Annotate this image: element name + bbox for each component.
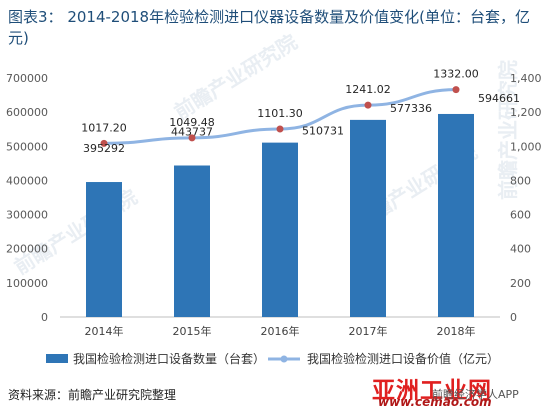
watermark-app: 前瞻经济学人APP (432, 388, 519, 401)
bar (174, 165, 210, 317)
y-right-tick-label: 1,000 (510, 140, 542, 153)
source-note: 资料来源：前瞻产业研究院整理 (8, 388, 177, 402)
bar-series (86, 113, 474, 317)
line-value-label: 1332.00 (433, 68, 479, 81)
line-value-label: 1049.48 (169, 116, 215, 129)
y-right-tick-label: 1,400 (510, 72, 542, 85)
line-point (452, 86, 460, 94)
bar-value-label: 594661 (478, 92, 520, 105)
x-tick-label: 2016年 (261, 324, 300, 338)
bar-value-label: 443737 (171, 125, 213, 138)
data-labels: 395292 443737 510731 577336 594661 1017.20 104… (81, 68, 520, 155)
y-left-tick-label: 400000 (6, 174, 48, 187)
bar (438, 113, 474, 317)
chart-legend: 我国检验检测进口设备数量（台套） 我国检验检测进口设备价值（亿元） (46, 351, 499, 366)
chart-title-label: 图表3： (8, 8, 63, 26)
y-right-tick-label: 400 (510, 243, 531, 256)
x-tick-label: 2015年 (173, 324, 212, 338)
x-tick-label: 2018年 (437, 324, 476, 338)
chart-title: 图表3： 2014-2018年检验检测进口仪器设备数量及价值变化(单位：台套，亿… (8, 7, 542, 49)
line-point (276, 125, 284, 133)
y-left-tick-label: 500000 (6, 140, 48, 153)
y-right-tick-label: 800 (510, 174, 531, 187)
legend-bar-label: 我国检验检测进口设备数量（台套） (73, 351, 265, 366)
line-value-label: 1241.02 (345, 83, 391, 96)
line-value-label: 1101.30 (257, 107, 303, 120)
y-right-tick-label: 0 (510, 311, 517, 324)
legend-line-label: 我国检验检测进口设备价值（亿元） (307, 351, 499, 366)
x-tick-label: 2014年 (85, 324, 124, 338)
y-left-tick-label: 100000 (6, 277, 48, 290)
bar-value-label: 510731 (302, 125, 344, 138)
line-point (364, 101, 372, 109)
bar-value-label: 395292 (83, 142, 125, 155)
bar (86, 182, 122, 317)
line-point (188, 134, 196, 142)
line-value-label: 1017.20 (81, 121, 127, 134)
legend-bar-swatch (46, 354, 68, 363)
watermark-brand: 亚洲工业网 (372, 378, 492, 404)
line-point (100, 139, 108, 147)
bar (262, 142, 298, 317)
y-left-tick-label: 700000 (6, 72, 48, 85)
y-left-tick-label: 300000 (6, 209, 48, 222)
bar (350, 119, 386, 317)
y-right-tick-label: 200 (510, 277, 531, 290)
x-tick-label: 2017年 (349, 324, 388, 338)
y-right-tick-label: 1,200 (510, 106, 542, 119)
y-left-tick-label: 600000 (6, 106, 48, 119)
y-right-tick-label: 600 (510, 209, 531, 222)
watermark-logo-text: 前瞻产业研究院 (496, 60, 520, 200)
watermark-url: www.cemao.com (378, 395, 492, 409)
chart-title-text: 2014-2018年检验检测进口仪器设备数量及价值变化(单位：台套，亿元) (8, 8, 530, 47)
legend-line-marker (280, 355, 288, 363)
line-series (100, 86, 460, 147)
bar-value-label: 577336 (390, 102, 432, 115)
y-left-tick-label: 0 (41, 311, 48, 324)
y-left-tick-label: 200000 (6, 243, 48, 256)
